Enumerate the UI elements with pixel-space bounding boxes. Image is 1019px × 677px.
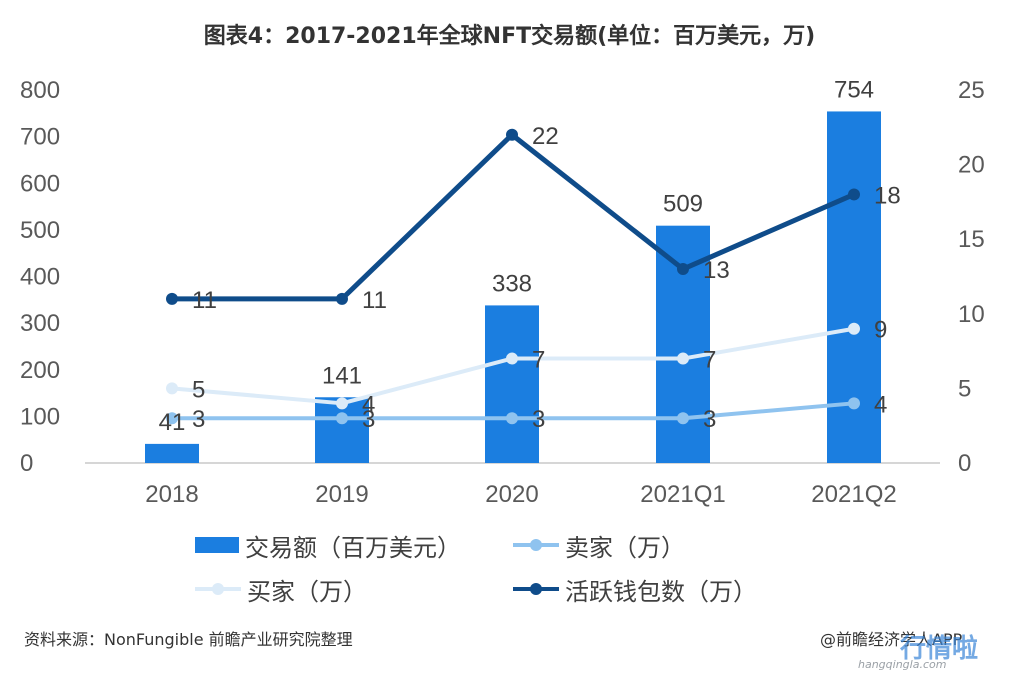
- line-data-label-active-wallets: 13: [703, 257, 730, 284]
- x-axis-tick-label: 2018: [145, 481, 198, 508]
- legend-swatch-bar: [195, 537, 239, 553]
- bar-data-label: 338: [492, 270, 532, 297]
- legend-label: 交易额（百万美元）: [245, 533, 461, 562]
- point-buyers: [506, 352, 518, 365]
- left-axis-tick-label: 500: [20, 217, 60, 244]
- bar-transaction-volume: [827, 111, 881, 463]
- legend-label: 活跃钱包数（万）: [565, 577, 757, 606]
- line-data-label-buyers: 4: [362, 391, 375, 418]
- left-axis-tick-label: 0: [20, 450, 33, 477]
- point-active-wallets: [848, 188, 860, 201]
- point-sellers: [506, 412, 518, 425]
- legend-swatch-line: [195, 581, 241, 597]
- legend-item-sellers: 卖家（万）: [513, 528, 685, 562]
- line-data-label-sellers: 3: [532, 406, 545, 433]
- x-axis-tick-label: 2019: [315, 481, 368, 508]
- legend-swatch-line: [513, 581, 559, 597]
- point-buyers: [336, 397, 348, 410]
- line-data-label-buyers: 7: [532, 347, 545, 374]
- line-data-label-active-wallets: 11: [192, 287, 217, 314]
- point-sellers: [677, 412, 689, 425]
- legend-item-active-wallets: 活跃钱包数（万）: [513, 572, 757, 606]
- left-axis-ticks: 0 100 200 300 400 500 600 700 800: [20, 77, 60, 477]
- line-data-label-sellers: 3: [192, 406, 205, 433]
- x-axis-tick-label: 2021Q2: [811, 481, 896, 508]
- bar-data-label: 141: [322, 362, 362, 389]
- legend-item-buyers: 买家（万）: [195, 572, 367, 606]
- source-note: 资料来源：NonFungible 前瞻产业研究院整理: [24, 630, 353, 649]
- line-data-label-buyers: 7: [703, 347, 716, 374]
- right-axis-tick-label: 15: [958, 226, 985, 253]
- point-sellers: [166, 412, 178, 425]
- right-axis-tick-label: 20: [958, 152, 985, 179]
- point-buyers: [166, 382, 178, 395]
- bar-data-label: 41: [159, 409, 186, 436]
- line-data-label-sellers: 3: [703, 406, 716, 433]
- line-data-label-buyers: 5: [192, 376, 205, 403]
- bar-data-label: 509: [663, 191, 703, 218]
- line-data-label-active-wallets: 22: [532, 123, 559, 150]
- left-axis-tick-label: 400: [20, 264, 60, 291]
- right-axis-tick-label: 5: [958, 375, 971, 402]
- chart-title: 图表4：2017-2021年全球NFT交易额(单位：百万美元，万): [203, 24, 816, 49]
- right-axis-tick-label: 25: [958, 77, 985, 104]
- point-active-wallets: [166, 292, 178, 305]
- point-active-wallets: [677, 263, 689, 276]
- point-active-wallets: [506, 128, 518, 141]
- left-axis-tick-label: 600: [20, 170, 60, 197]
- point-sellers: [336, 412, 348, 425]
- legend-label: 卖家（万）: [565, 533, 685, 562]
- bar-data-label: 754: [834, 76, 874, 103]
- left-axis-tick-label: 200: [20, 357, 60, 384]
- x-axis-tick-label: 2021Q1: [640, 481, 725, 508]
- x-axis-tick-label: 2020: [485, 481, 538, 508]
- legend-item-transaction-volume: 交易额（百万美元）: [195, 528, 461, 562]
- right-axis-ticks: 0 5 10 15 20 25: [958, 77, 985, 477]
- line-data-label-active-wallets: 18: [874, 182, 901, 209]
- credit-note: @前瞻经济学人APP: [820, 630, 963, 649]
- legend-label: 买家（万）: [247, 577, 367, 606]
- bar-transaction-volume: [145, 443, 199, 463]
- legend-swatch-line: [513, 537, 559, 553]
- point-active-wallets: [336, 292, 348, 305]
- line-data-label-buyers: 9: [874, 317, 887, 344]
- left-axis-tick-label: 800: [20, 77, 60, 104]
- line-data-label-active-wallets: 11: [362, 287, 387, 314]
- point-buyers: [677, 352, 689, 365]
- line-series: [166, 128, 860, 425]
- watermark-site: hangqingla.com: [858, 658, 947, 671]
- left-axis-tick-label: 300: [20, 310, 60, 337]
- left-axis-tick-label: 700: [20, 124, 60, 151]
- bar-transaction-volume: [485, 305, 539, 463]
- point-sellers: [848, 397, 860, 410]
- right-axis-tick-label: 0: [958, 450, 971, 477]
- point-buyers: [848, 322, 860, 335]
- line-data-label-sellers: 4: [874, 391, 887, 418]
- x-axis-ticks: 2018 2019 2020 2021Q1 2021Q2: [145, 481, 896, 508]
- line-data-label-sellers: 3: [362, 406, 375, 433]
- left-axis-tick-label: 100: [20, 403, 60, 430]
- right-axis-tick-label: 10: [958, 301, 985, 328]
- watermark-logo: 行情啦: [900, 634, 979, 664]
